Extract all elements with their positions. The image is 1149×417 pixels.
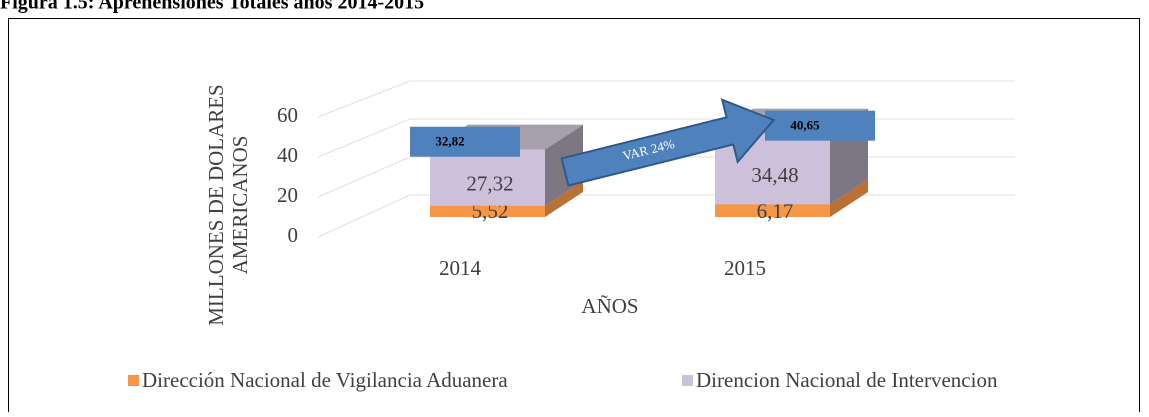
legend-label: Dirección Nacional de Vigilancia Aduaner… [142,368,508,392]
total-label: 40,65 [790,118,820,133]
chart-frame [8,18,1140,417]
total-box [765,110,875,141]
y-axis-label: AMERICANOS [228,136,252,275]
grid-line [317,194,411,238]
bar [430,149,545,206]
y-tick-label: 60 [277,103,298,127]
chart-title: Figura 1.5: Aprehensiones Totales años 2… [0,0,424,14]
grid-line [317,156,411,198]
x-axis-label: AÑOS [581,294,638,318]
y-axis-label: MILLONES DE DOLARES [204,84,228,326]
grid-line [317,118,411,158]
legend-swatch [682,375,693,386]
legend-label: Direncion Nacional de Intervencion [696,368,998,392]
data-label: 34,48 [751,163,798,187]
y-tick-label: 0 [288,223,299,247]
y-tick-label: 40 [277,143,298,167]
grid-line [317,80,411,118]
x-tick-label: 2015 [724,256,766,280]
y-tick-label: 20 [277,183,298,207]
variation-arrow: VAR 24% [560,98,776,187]
data-label: 27,32 [466,171,513,195]
x-tick-label: 2014 [439,256,482,280]
bar [430,205,545,217]
plot: 020406020145,5227,3232,8220156,1734,4840… [128,80,1015,392]
total-label: 32,82 [435,134,464,149]
bar-side [830,179,868,217]
legend-swatch [128,375,139,386]
arrow-shape [560,98,776,187]
total-box [410,126,520,157]
bar-side [545,180,583,217]
bar [715,204,830,217]
